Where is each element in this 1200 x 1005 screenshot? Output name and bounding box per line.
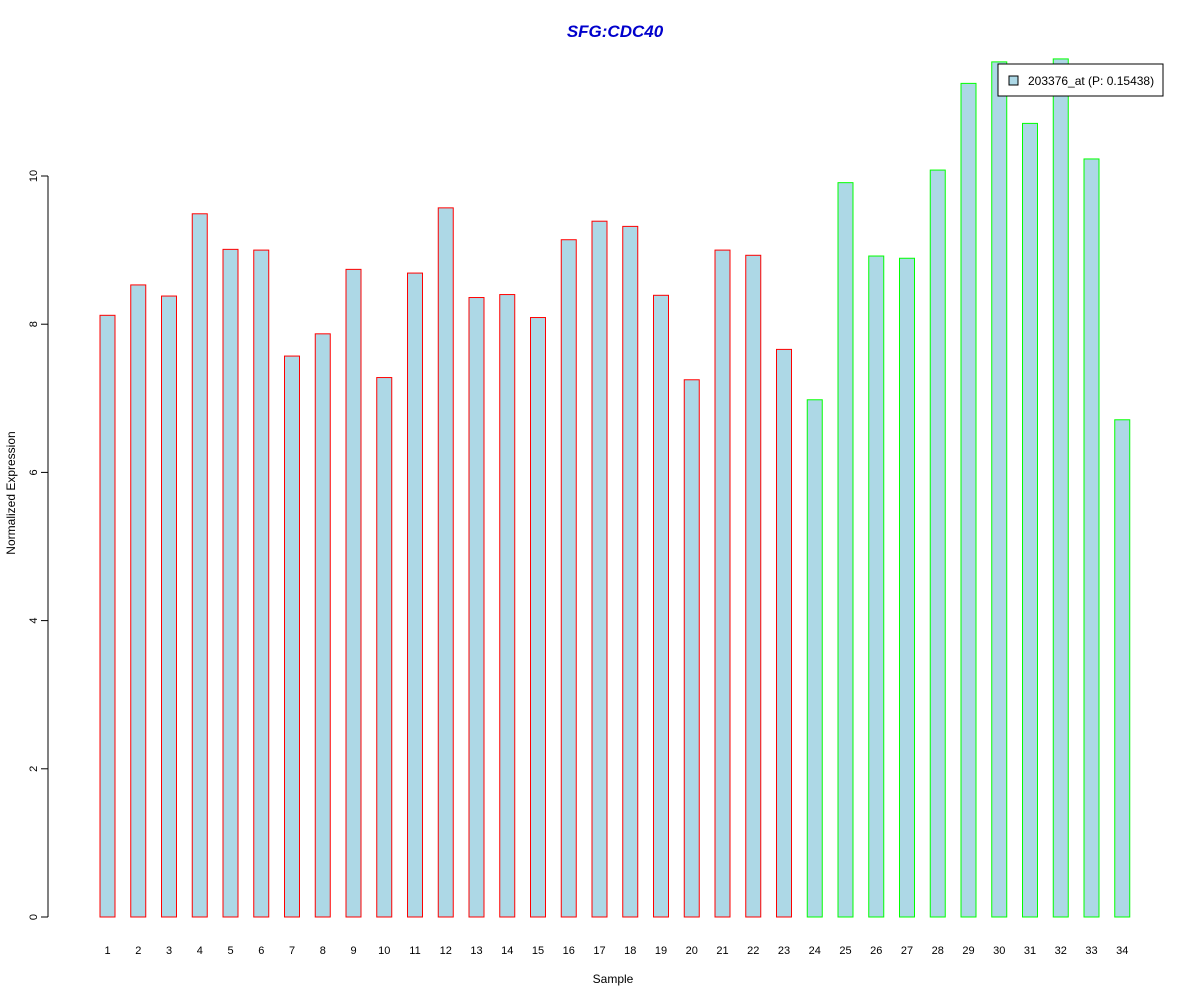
bar-sample-10 [376,377,393,918]
bar-sample-12 [437,207,454,918]
x-tick-label: 31 [1024,945,1036,957]
x-tick-label: 8 [320,945,326,957]
bar-sample-19 [653,294,669,918]
bar-sample-9 [345,268,362,918]
bar-sample-1 [99,314,116,918]
bar-sample-8 [314,333,331,918]
x-tick-label: 34 [1116,945,1128,957]
legend: 203376_at (P: 0.15438) [997,63,1164,97]
bar-sample-23 [776,348,792,918]
bar-sample-28 [929,169,946,918]
x-tick-label: 1 [104,945,110,957]
y-tick-label: 2 [28,766,40,772]
y-tick-label: 4 [28,618,40,624]
bar-sample-3 [161,295,177,918]
chart-title: SFG:CDC40 [567,22,664,41]
bar-sample-13 [468,297,485,918]
y-axis-label: Normalized Expression [4,431,18,554]
bar-sample-25 [837,182,854,918]
y-tick-label: 0 [28,914,40,920]
x-tick-label: 5 [227,945,233,957]
x-tick-label: 15 [532,945,544,957]
bar-sample-32 [1052,58,1069,918]
x-tick-label: 21 [716,945,728,957]
bar-sample-18 [622,225,639,918]
x-tick-label: 33 [1085,945,1097,957]
x-tick-label: 26 [870,945,882,957]
bar-sample-34 [1114,419,1131,918]
bar-sample-5 [222,248,239,918]
bar-sample-33 [1083,158,1100,918]
bar-sample-30 [991,61,1008,918]
y-axis: 0 2 4 6 8 10 [28,170,49,920]
x-tick-label: 4 [197,945,203,957]
x-tick-label: 12 [440,945,452,957]
bar-sample-4 [191,213,208,918]
bars-group [99,58,1131,918]
bar-sample-2 [130,284,147,918]
x-tick-label: 9 [350,945,356,957]
bar-sample-14 [499,294,516,918]
x-tick-label: 19 [655,945,667,957]
x-tick-label: 28 [932,945,944,957]
bar-sample-11 [407,272,423,918]
x-tick-label: 22 [747,945,759,957]
x-tick-label: 32 [1055,945,1067,957]
x-tick-label: 25 [839,945,851,957]
x-tick-label: 13 [470,945,482,957]
bar-sample-6 [253,249,270,918]
x-tick-label: 6 [258,945,264,957]
x-tick-label: 10 [378,945,390,957]
bar-sample-16 [560,239,577,918]
x-tick-label: 16 [563,945,575,957]
x-tick-label: 11 [409,945,420,957]
bar-sample-29 [960,82,977,918]
legend-box [997,63,1164,97]
legend-label: 203376_at (P: 0.15438) [1028,74,1154,88]
x-tick-label: 2 [135,945,141,957]
bar-sample-27 [899,257,915,918]
x-tick-label: 3 [166,945,172,957]
bar-sample-22 [745,254,762,918]
x-axis-label: Sample [593,972,634,986]
y-tick-label: 10 [28,170,40,182]
x-tick-label: 30 [993,945,1005,957]
bar-sample-21 [714,249,731,918]
x-tick-labels: 1 2 3 4 5 6 7 8 9 10 11 12 13 14 15 16 17 18 19 20 21 22 23 24 2… [104,945,1128,957]
bar-sample-24 [806,399,823,918]
x-tick-label: 20 [686,945,698,957]
bar-sample-7 [284,355,300,918]
x-tick-label: 23 [778,945,790,957]
bar-sample-31 [1022,122,1038,918]
bar-sample-17 [591,220,608,918]
x-tick-label: 29 [962,945,974,957]
bar-sample-20 [683,379,700,918]
y-tick-label: 8 [28,321,40,327]
x-tick-label: 18 [624,945,636,957]
bar-sample-26 [868,255,885,918]
y-tick-label: 6 [28,469,40,475]
bar-sample-15 [530,317,546,918]
x-tick-label: 14 [501,945,513,957]
x-tick-label: 17 [593,945,605,957]
x-tick-label: 24 [809,945,821,957]
x-tick-label: 27 [901,945,913,957]
legend-swatch [1008,75,1019,86]
x-tick-label: 7 [289,945,295,957]
